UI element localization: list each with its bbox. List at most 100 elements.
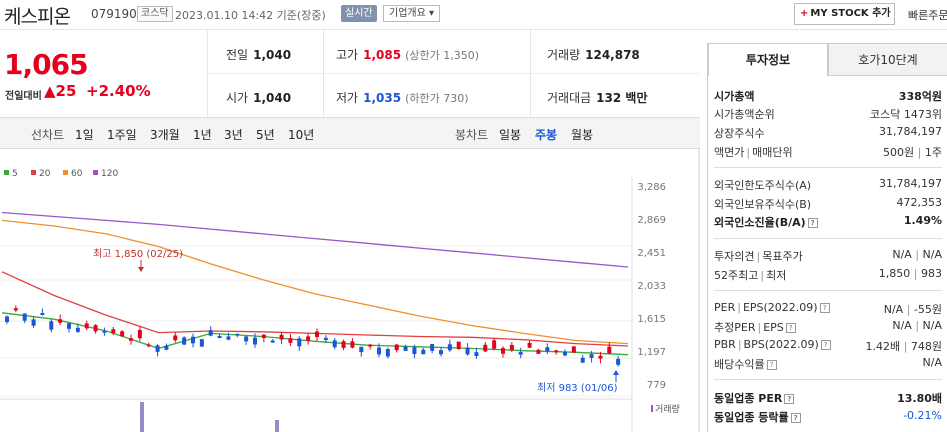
tab-1y[interactable]: 1년 [193,128,212,142]
info-value-text: 748원 [910,340,942,353]
info-key-text: 배당수익률 [714,358,765,371]
candle-body [22,313,27,321]
volume-bar [275,420,279,432]
candle-body [84,323,89,329]
divider [323,30,324,118]
candlesticks [5,305,621,367]
info-key-text: 추정PER [714,321,756,334]
candle-body [191,336,195,344]
info-value: 338억원 [899,88,942,104]
tab-orderbook-10[interactable]: 호가10단계 [828,43,947,76]
tab-3y[interactable]: 3년 [224,128,243,142]
line-chart-label: 선차트 [31,128,65,142]
candle-body [244,336,249,342]
candle-body [58,319,63,323]
info-value-text: -0.21% [903,409,942,422]
legend-ma5: 5 [4,169,18,179]
candle-body [598,355,603,359]
candle-body [129,338,133,341]
tab-1w[interactable]: 1주일 [107,128,137,142]
quote-high: 고가 1,085 (상한가 1,350) [336,46,479,63]
quick-order-link[interactable]: 빠른주문 [908,9,947,22]
candle-body [589,354,594,358]
legend-swatch [63,170,68,175]
info-key: 추정PER | EPS? [714,319,796,335]
quote-label: 시가 [226,91,249,105]
help-icon[interactable]: ? [784,394,795,404]
separator: | [903,303,914,316]
info-value: 1,850 | 983 [879,267,942,280]
help-icon[interactable]: ? [820,340,831,350]
info-key-text: 외국인보유주식수(B) [714,198,812,211]
candle-body [270,340,275,343]
company-overview-button[interactable]: 기업개요 ▾ [383,5,441,22]
volume-bars [140,402,279,432]
help-icon[interactable]: ? [785,323,796,333]
info-value-text: 31,784,197 [879,125,942,138]
candle-body [563,352,567,356]
separator: | [911,319,923,332]
tab-5y[interactable]: 5년 [256,128,275,142]
divider [714,167,942,168]
info-key-text: PBR [714,338,736,351]
info-row: PBR | BPS(2022.09)? 1.42배 | 748원 [714,338,942,356]
tab-monthly[interactable]: 월봉 [571,128,594,142]
info-key-text: PER [714,301,736,314]
info-value-text: 472,353 [896,196,943,209]
chart-period-bar: 선차트 1일 1주일 3개월 1년 3년 5년 10년 봉차트 일봉 주봉 월봉 [0,118,700,149]
candle-body [111,329,116,334]
info-key-text: 시가총액 [714,90,755,103]
info-value-text: 13.80배 [897,392,942,405]
info-value: 31,784,197 [879,125,942,138]
help-icon[interactable]: ? [807,218,818,228]
quote-open: 시가 1,040 [226,89,291,106]
y-axis-ticks: 3,286 2,869 2,451 2,033 1,615 1,197 779 [637,182,666,391]
info-key-text: 액면가 [714,146,745,159]
candle-body [49,321,54,330]
candle-body [616,358,621,365]
change-amount: 25 [55,82,77,100]
info-row: 외국인보유주식수(B) 472,353 [714,196,942,214]
y-tick-label: 2,869 [637,215,666,226]
candle-body [279,334,284,340]
candle-body [492,340,497,349]
tab-10y[interactable]: 10년 [288,128,315,142]
info-row: 외국인소진율(B/A)? 1.49% [714,214,942,232]
add-mystock-button[interactable]: + MY STOCK 추가 [794,3,895,25]
candle-body [164,345,169,350]
help-icon[interactable]: ? [766,360,777,370]
info-row: 동일업종 PER? 13.80배 [714,390,942,408]
candle-body [288,338,293,343]
info-value: 472,353 [897,196,943,209]
tab-3m[interactable]: 3개월 [150,128,180,142]
info-key-text: 상장주식수 [714,127,765,140]
info-key-text: 외국인소진율(B/A) [714,216,806,229]
lower-limit: (하한가 730) [405,92,469,105]
tab-1d[interactable]: 1일 [75,128,94,142]
info-key-text: BPS(2022.09) [743,338,819,351]
candle-body [359,346,364,353]
price-summary: 1,065 전일대비 ▲25 +2.40% 전일 1,040 시가 1,040 고가… [0,30,700,118]
tab-investment-info[interactable]: 투자정보 [708,43,828,76]
chart-canvas: 3,286 2,869 2,451 2,033 1,615 1,197 779 최고 1,8… [0,149,700,432]
info-key: 투자의견 | 목표주가 [714,248,803,264]
candle-body [5,316,9,323]
candle-body [394,344,399,351]
candle-body [447,344,452,351]
tab-daily[interactable]: 일봉 [499,128,522,142]
candle-body [385,349,390,357]
help-icon[interactable]: ? [819,303,830,313]
tab-weekly[interactable]: 주봉 [535,128,558,142]
quote-low: 저가 1,035 (하한가 730) [336,89,469,106]
candle-body [173,335,178,341]
info-key: 52주최고 | 최저 [714,267,786,283]
current-price: 1,065 [4,48,89,81]
y-tick-label: 2,033 [637,281,666,292]
realtime-button[interactable]: 실시간 [341,5,377,22]
volume-bar [140,402,144,432]
help-icon[interactable]: ? [790,413,801,423]
candle-body [235,333,240,336]
info-value-text: 1,850 [878,267,911,280]
divider [530,30,531,118]
legend-swatch [93,170,98,175]
